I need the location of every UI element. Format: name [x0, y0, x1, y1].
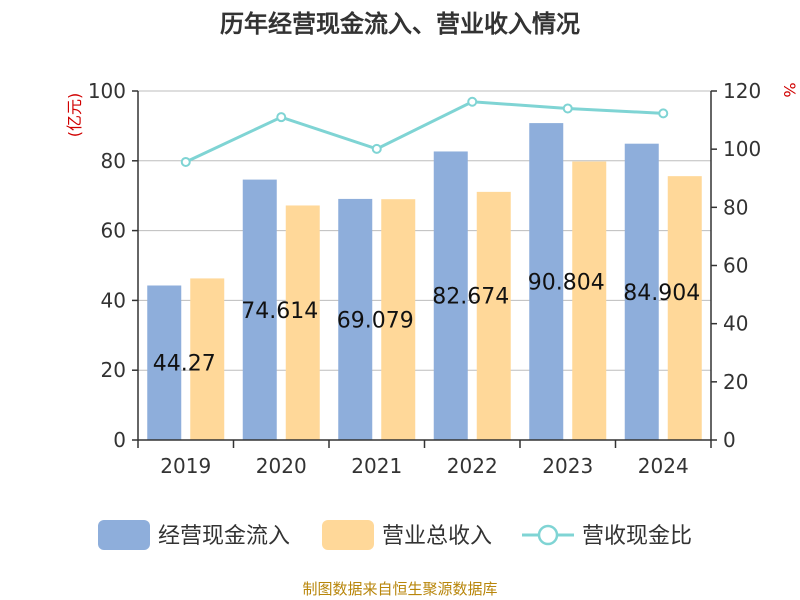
left-axis-unit: (亿元) — [65, 93, 84, 138]
ratio-series-line — [185, 100, 664, 164]
revenue-bar — [190, 278, 225, 440]
x-tick-label: 2020 — [256, 454, 307, 478]
right-tick-label: 40 — [723, 312, 748, 336]
right-tick-label: 100 — [723, 137, 761, 161]
legend-label-revenue: 营业总收入 — [382, 524, 492, 549]
grid-lines — [138, 90, 711, 371]
x-tick-label: 2023 — [542, 454, 593, 478]
cash-inflow-data-label: 84.904 — [623, 281, 700, 306]
legend-swatch-cash-inflow — [98, 520, 150, 550]
cash-inflow-bar — [433, 151, 468, 440]
ratio-point — [371, 143, 382, 154]
cash-inflow-bar — [147, 285, 182, 440]
x-tick-label: 2024 — [638, 454, 689, 478]
ratio-point — [180, 156, 191, 167]
legend-label-cash-inflow: 经营现金流入 — [158, 524, 290, 549]
left-tick-label: 0 — [113, 428, 126, 452]
revenue-bar — [285, 205, 320, 440]
cash-inflow-data-label: 69.079 — [337, 308, 414, 333]
left-tick-label: 60 — [101, 219, 126, 243]
ratio-line — [180, 96, 669, 167]
right-tick-label: 60 — [723, 254, 748, 278]
legend-swatch-ratio-marker — [537, 524, 559, 546]
x-tick-label: 2021 — [351, 454, 402, 478]
x-tick-label: 2022 — [447, 454, 498, 478]
legend: 经营现金流入 营业总收入 营收现金比 — [98, 520, 692, 550]
ratio-point — [467, 96, 478, 107]
cash-inflow-bar — [529, 123, 564, 440]
ratio-point — [562, 103, 573, 114]
right-tick-label: 20 — [723, 370, 748, 394]
cash-inflow-bar — [624, 143, 659, 440]
x-tick-label: 2019 — [160, 454, 211, 478]
cash-inflow-bar — [242, 179, 277, 440]
chart-title: 历年经营现金流入、营业收入情况 — [220, 10, 580, 38]
revenue-bar — [381, 199, 416, 440]
data-labels: 44.27 74.614 69.079 82.674 90.804 84.904 — [153, 271, 700, 377]
right-tick-label: 0 — [723, 428, 736, 452]
source-note: 制图数据来自恒生聚源数据库 — [302, 580, 497, 598]
revenue-bar — [667, 176, 702, 440]
right-tick-label: 120 — [723, 79, 761, 103]
legend-label-ratio: 营收现金比 — [582, 524, 692, 549]
legend-swatch-revenue — [322, 520, 374, 550]
left-tick-label: 40 — [101, 288, 126, 312]
left-tick-label: 20 — [101, 358, 126, 382]
ratio-point — [276, 112, 287, 123]
cash-inflow-bar — [338, 198, 373, 440]
cash-inflow-data-label: 44.27 — [153, 352, 216, 377]
cash-inflow-data-label: 82.674 — [432, 285, 509, 310]
right-axis-unit: % — [780, 82, 799, 97]
axes: 0 20 40 60 80 100 0 20 40 60 80 100 120 2019 2020 2021 2… — [88, 79, 761, 478]
left-tick-label: 100 — [88, 79, 126, 103]
left-tick-label: 80 — [101, 149, 126, 173]
cash-inflow-data-label: 90.804 — [528, 271, 605, 296]
cash-inflow-data-label: 74.614 — [241, 299, 318, 324]
revenue-bar — [572, 161, 607, 441]
bar-marks — [147, 123, 702, 441]
revenue-bar — [476, 191, 511, 440]
right-tick-label: 80 — [723, 195, 748, 219]
ratio-point — [658, 108, 669, 119]
